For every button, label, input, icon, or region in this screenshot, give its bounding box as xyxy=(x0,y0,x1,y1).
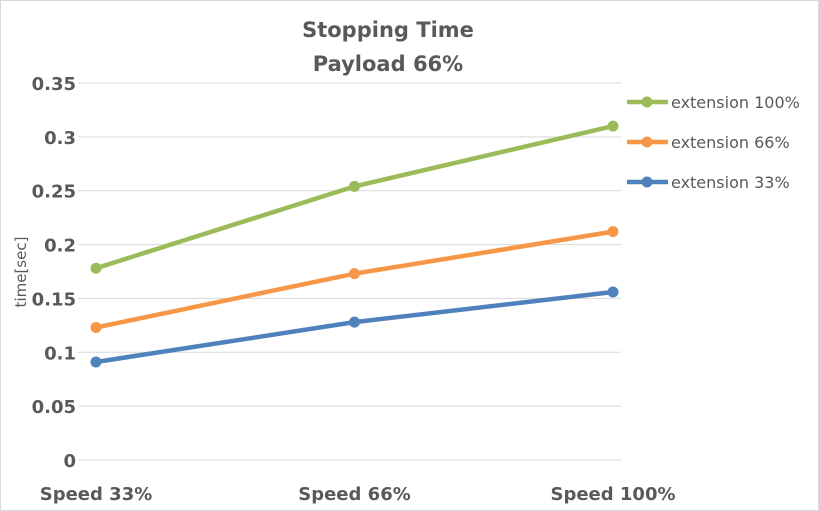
legend-label: extension 100% xyxy=(671,93,800,112)
data-point xyxy=(349,316,360,328)
chart-title: Stopping Time xyxy=(302,18,474,42)
data-point xyxy=(349,180,360,192)
legend-marker xyxy=(641,136,653,148)
data-point xyxy=(90,356,102,368)
x-tick-label: Speed 66% xyxy=(298,484,411,505)
legend-marker xyxy=(641,176,653,188)
data-point xyxy=(90,262,102,274)
x-tick-label: Speed 33% xyxy=(40,484,153,505)
y-tick-label: 0.05 xyxy=(32,397,76,418)
y-axis-label: time[sec] xyxy=(12,237,30,308)
data-point xyxy=(90,322,102,334)
chart-subtitle: Payload 66% xyxy=(313,52,463,76)
y-tick-label: 0.2 xyxy=(44,236,76,257)
data-point xyxy=(349,268,360,280)
y-tick-label: 0.35 xyxy=(32,74,76,95)
y-tick-label: 0 xyxy=(63,451,76,472)
data-point xyxy=(607,286,619,298)
legend-marker xyxy=(641,96,653,108)
x-tick-label: Speed 100% xyxy=(550,484,675,505)
legend-label: extension 33% xyxy=(671,173,790,192)
data-point xyxy=(607,120,619,132)
legend-label: extension 66% xyxy=(671,133,790,152)
y-tick-label: 0.3 xyxy=(44,128,76,149)
data-point xyxy=(607,226,619,238)
series-line xyxy=(93,123,616,271)
y-tick-label: 0.15 xyxy=(32,289,76,310)
y-tick-label: 0.25 xyxy=(32,182,76,203)
y-tick-label: 0.1 xyxy=(44,343,76,364)
